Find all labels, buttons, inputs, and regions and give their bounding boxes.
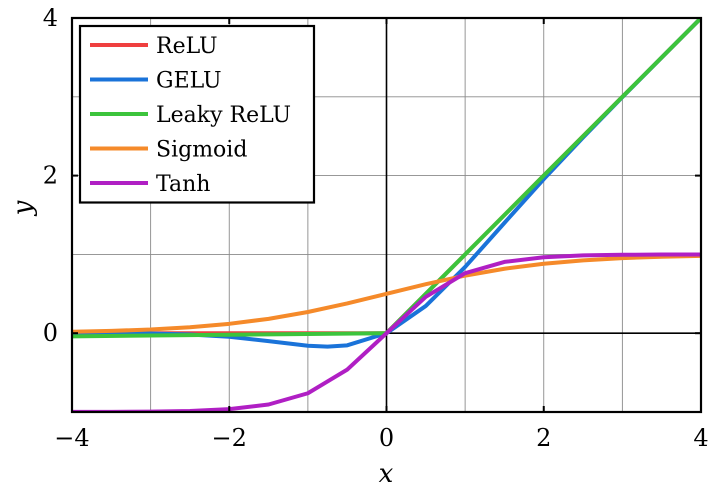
x-tick-label: 4 (693, 424, 708, 452)
x-tick-label: −4 (54, 424, 89, 452)
legend-label: GELU (156, 69, 222, 94)
y-tick-label: 4 (43, 4, 58, 32)
y-tick-label: 2 (43, 162, 58, 190)
legend: ReLU GELU Leaky ReLU Sigmoid Tanh (78, 24, 316, 204)
y-tick-label: 0 (43, 319, 58, 347)
x-axis-label: x (379, 459, 394, 489)
x-tick-label: 0 (379, 424, 394, 452)
x-tick-label: 2 (536, 424, 551, 452)
legend-label: ReLU (156, 34, 218, 59)
x-tick-label: −2 (212, 424, 247, 452)
tick-marks (71, 17, 702, 412)
series-line-sigmoid (72, 253, 701, 334)
legend-label: Leaky ReLU (156, 103, 291, 128)
y-axis-label: y (8, 200, 38, 216)
legend-label: Tanh (156, 172, 210, 197)
legend-label: Sigmoid (156, 138, 247, 163)
tick-labels: −4 −2 0 2 4 0 2 4 (43, 4, 709, 452)
